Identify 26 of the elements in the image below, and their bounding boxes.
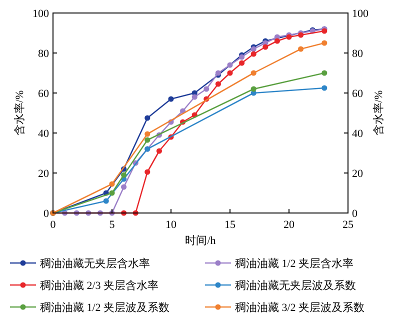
legend-label: 稠油油藏 1/2 夹层波及系数 bbox=[40, 301, 170, 314]
y-axis-title: 含水率/% bbox=[13, 90, 26, 136]
y2-tick-label: 20 bbox=[352, 168, 364, 180]
x-tick-label: 5 bbox=[109, 219, 116, 231]
y2-tick-label: 80 bbox=[352, 48, 364, 60]
y-tick-label: 40 bbox=[38, 128, 50, 140]
y2-tick-label: 40 bbox=[352, 128, 364, 140]
legend-label: 稠油油藏 1/2 夹层含水率 bbox=[235, 257, 354, 270]
y2-tick-label: 0 bbox=[352, 208, 358, 220]
legend-label: 稠油油藏 3/2 夹层波及系数 bbox=[235, 301, 365, 314]
x-axis-title: 时间/h bbox=[185, 234, 216, 247]
y2-axis-title: 含水率/% bbox=[372, 90, 385, 136]
legend-label: 稠油油藏 2/3 夹层含水率 bbox=[40, 279, 159, 292]
x-tick-label: 15 bbox=[224, 219, 236, 231]
y2-tick-label: 60 bbox=[352, 88, 364, 100]
y-tick-label: 60 bbox=[38, 88, 50, 100]
x-tick-label: 10 bbox=[166, 219, 177, 231]
y-tick-label: 100 bbox=[32, 8, 50, 20]
y-tick-label: 0 bbox=[44, 208, 50, 220]
y-tick-label: 20 bbox=[38, 168, 50, 180]
legend-label: 稠油油藏无夹层含水率 bbox=[40, 257, 150, 270]
x-tick-label: 20 bbox=[284, 219, 295, 231]
y2-tick-label: 100 bbox=[352, 8, 369, 20]
y-tick-label: 80 bbox=[38, 48, 50, 60]
legend-label: 稠油油藏无夹层波及系数 bbox=[235, 279, 356, 292]
x-tick-label: 25 bbox=[342, 219, 354, 231]
